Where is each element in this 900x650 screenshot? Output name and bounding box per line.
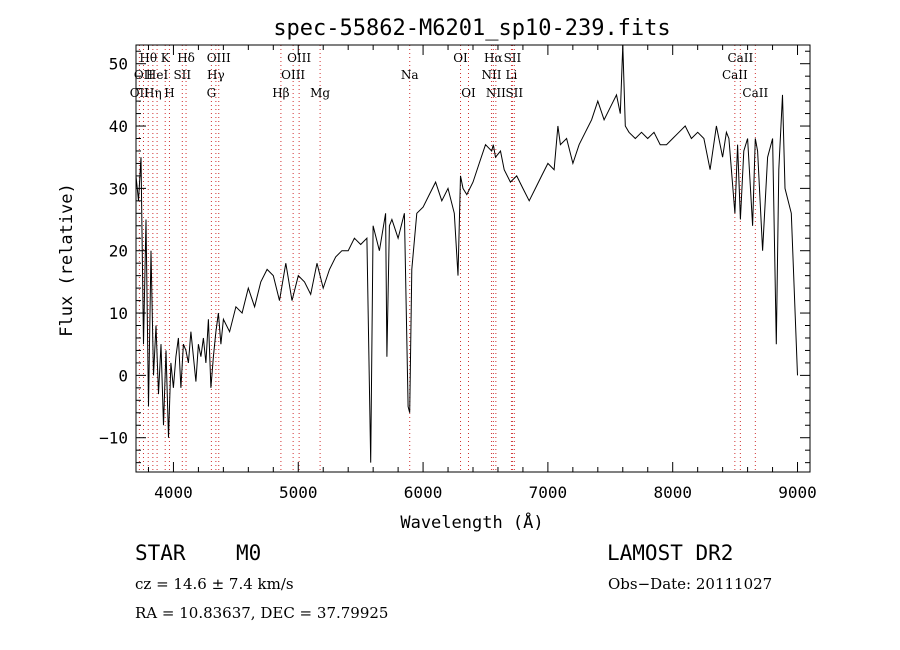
- spectral-line-label: Na: [401, 68, 419, 82]
- observation-date: Obs−Date: 20111027: [608, 575, 773, 593]
- spectral-line-label: OI: [461, 86, 476, 100]
- spectral-line-label: CaII: [727, 51, 753, 65]
- spectral-line-label: OIII: [207, 51, 231, 65]
- y-tick-label: 40: [109, 117, 128, 136]
- spectral-line-label: K: [161, 51, 171, 65]
- x-tick-label: 6000: [404, 483, 443, 502]
- object-class: STAR: [135, 541, 186, 565]
- x-tick-label: 5000: [279, 483, 318, 502]
- spectral-line-label: CaII: [722, 68, 748, 82]
- spectral-line-label: Mg: [310, 86, 330, 100]
- sky-coordinates: RA = 10.83637, DEC = 37.79925: [135, 604, 389, 622]
- spectral-line-label: SII: [504, 51, 522, 65]
- x-tick-label: 8000: [653, 483, 692, 502]
- survey-name: LAMOST DR2: [607, 541, 734, 565]
- y-tick-label: 50: [109, 55, 128, 74]
- y-tick-label: 20: [109, 242, 128, 261]
- spectrum-series-line: [135, 44, 798, 463]
- x-tick-label: 7000: [529, 483, 568, 502]
- y-tick-label: 30: [109, 179, 128, 198]
- spectral-line-label: HeI: [146, 68, 169, 82]
- spectral-line-label: Hγ: [207, 68, 225, 82]
- spectral-line-label: H: [164, 86, 174, 100]
- spectral-line-labels: OII OII Hθ Hη HeI K H SII Hδ G Hγ OIII Hβ OIII OIII Mg N…: [130, 51, 769, 100]
- axis-ticks: [136, 45, 810, 472]
- plot-frame: [135, 44, 811, 473]
- y-axis-label: Flux (relative): [57, 183, 77, 337]
- spectral-line-label: OII: [130, 86, 150, 100]
- y-tick-label: 10: [109, 304, 128, 323]
- spectral-line-label: NII: [481, 68, 501, 82]
- y-tick-label: −10: [99, 429, 128, 448]
- spectral-line-label: Hθ: [139, 51, 157, 65]
- spectral-line-markers: [138, 45, 756, 472]
- spectral-line-label: OI: [453, 51, 468, 65]
- object-subclass: M0: [236, 541, 262, 565]
- spectral-line-label: OIII: [281, 68, 305, 82]
- spectral-line-label: Hβ: [272, 86, 289, 100]
- x-tick-label: 9000: [778, 483, 817, 502]
- spectral-line-label: G: [207, 86, 217, 100]
- y-tick-label: 0: [118, 366, 128, 385]
- chart-title: spec-55862-M6201_sp10-239.fits: [273, 16, 670, 41]
- spectral-line-label: SII: [505, 86, 523, 100]
- spectral-line-label: CaII: [742, 86, 768, 100]
- redshift-cz: cz = 14.6 ± 7.4 km/s: [135, 575, 294, 593]
- spectral-line-label: Li: [506, 68, 518, 82]
- spectral-line-label: Hα: [484, 51, 503, 65]
- spectral-line-label: SII: [173, 68, 191, 82]
- spectral-line-label: NII: [486, 86, 506, 100]
- x-tick-label: 4000: [154, 483, 193, 502]
- spectral-line-label: Hη: [144, 86, 162, 100]
- spectral-line-label: Hδ: [177, 51, 195, 65]
- axis-tick-labels: 4000 5000 6000 7000 8000 9000 −10 0 10 20 30 40 50: [99, 55, 817, 502]
- x-axis-label: Wavelength (Å): [400, 511, 543, 533]
- spectral-line-label: OII: [134, 68, 154, 82]
- spectral-line-label: OIII: [287, 51, 311, 65]
